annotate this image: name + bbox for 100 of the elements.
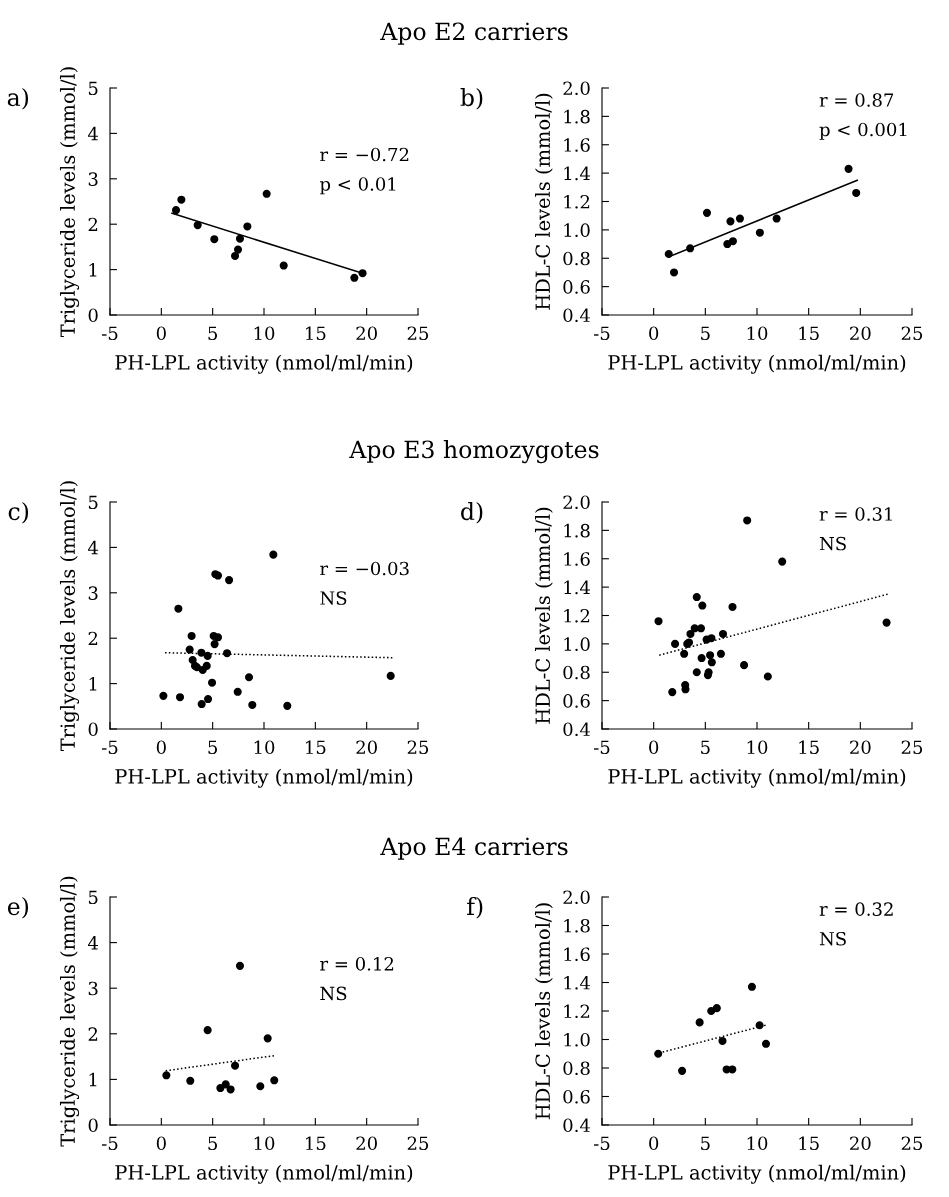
point bbox=[256, 1082, 265, 1091]
point bbox=[718, 1036, 727, 1045]
point bbox=[203, 1026, 212, 1035]
y-tick-label: 1.0 bbox=[564, 637, 590, 651]
point bbox=[350, 273, 359, 282]
x-tick-label: 10 bbox=[254, 326, 275, 341]
y-tick-label: 2.0 bbox=[563, 890, 590, 905]
point bbox=[778, 557, 787, 566]
y-tick-label: 1.6 bbox=[564, 947, 590, 962]
y-axis-title: HDL-C levels (mmol/l) bbox=[535, 903, 553, 1120]
annotation: p < 0.001 bbox=[819, 122, 907, 140]
x-axis-title: PH-LPL activity (nmol/ml/min) bbox=[115, 768, 413, 788]
y-tick-label: 0.6 bbox=[563, 280, 590, 294]
point bbox=[772, 214, 781, 223]
point bbox=[248, 700, 257, 709]
x-tick-label: 20 bbox=[356, 1136, 377, 1151]
point bbox=[202, 661, 211, 670]
point bbox=[213, 633, 223, 642]
point bbox=[668, 688, 677, 697]
x-tick-label: -5 bbox=[594, 326, 610, 341]
text: Apo E2 carriers bbox=[380, 22, 568, 45]
x-axis-title: PH-LPL activity (nmol/ml/min) bbox=[608, 768, 906, 788]
point bbox=[208, 678, 217, 687]
y-tick-label: 0 bbox=[88, 308, 98, 323]
point bbox=[698, 601, 707, 610]
point bbox=[735, 214, 744, 223]
x-tick-label: 20 bbox=[356, 740, 377, 755]
point bbox=[702, 208, 712, 217]
point bbox=[197, 699, 206, 709]
x-tick-label: 5 bbox=[701, 1136, 710, 1151]
x-tick-label: 10 bbox=[254, 1136, 275, 1151]
annotation: p < 0.01 bbox=[319, 177, 396, 195]
annotation: NS bbox=[320, 986, 347, 1001]
x-tick-label: 25 bbox=[901, 326, 923, 341]
x-tick-label: 20 bbox=[850, 740, 871, 755]
point bbox=[686, 629, 695, 638]
point bbox=[221, 1080, 230, 1089]
point bbox=[243, 222, 252, 231]
point bbox=[187, 631, 196, 640]
x-tick-label: 15 bbox=[306, 326, 326, 341]
y-tick-label: 1.6 bbox=[564, 552, 590, 566]
text: f) bbox=[467, 896, 483, 919]
y-tick-label: 1.8 bbox=[564, 109, 590, 124]
x-tick-label: 10 bbox=[747, 1136, 768, 1151]
point bbox=[678, 1066, 687, 1075]
y-tick-label: 1.2 bbox=[564, 1004, 590, 1019]
point bbox=[671, 639, 680, 648]
y-axis-title: Triglyceride levels (mmol/l) bbox=[59, 481, 80, 752]
x-tick-label: 0 bbox=[156, 740, 166, 755]
point bbox=[204, 694, 213, 704]
text: e) bbox=[7, 896, 29, 919]
point bbox=[171, 206, 181, 215]
point bbox=[669, 268, 679, 277]
y-axis-title: HDL-C levels (mmol/l) bbox=[535, 507, 553, 724]
x-tick-label: 5 bbox=[208, 326, 218, 341]
text: Apo E3 homozygotes bbox=[349, 440, 599, 464]
point bbox=[761, 1039, 771, 1048]
point bbox=[692, 668, 701, 677]
y-tick-label: 1.2 bbox=[564, 194, 590, 209]
point bbox=[231, 1061, 240, 1070]
y-tick-label: 4 bbox=[87, 540, 98, 555]
point bbox=[728, 237, 737, 246]
point bbox=[707, 658, 716, 667]
point bbox=[712, 1004, 721, 1013]
x-tick-label: -5 bbox=[102, 326, 118, 341]
point bbox=[755, 1021, 764, 1030]
point bbox=[707, 634, 716, 643]
y-tick-label: 0.6 bbox=[563, 694, 590, 708]
y-tick-label: 2.0 bbox=[563, 81, 590, 96]
text: b) bbox=[460, 87, 483, 110]
point bbox=[233, 687, 242, 696]
point bbox=[707, 1006, 716, 1016]
text: d) bbox=[461, 501, 483, 524]
x-tick-label: 5 bbox=[701, 326, 710, 341]
point bbox=[852, 188, 861, 198]
point bbox=[244, 673, 254, 682]
point bbox=[210, 640, 219, 649]
y-tick-label: 2 bbox=[88, 217, 98, 232]
point bbox=[680, 649, 689, 658]
y-axis-title: Triglyceride levels (mmol/l) bbox=[59, 876, 80, 1147]
x-tick-label: -5 bbox=[102, 1136, 118, 1151]
x-tick-label: 25 bbox=[407, 740, 429, 755]
y-tick-label: 1.4 bbox=[564, 975, 590, 990]
annotation: r = −0.72 bbox=[320, 147, 409, 162]
point bbox=[185, 645, 194, 654]
point bbox=[225, 576, 234, 585]
point bbox=[197, 648, 206, 657]
point bbox=[358, 269, 367, 278]
point bbox=[263, 1034, 272, 1043]
x-tick-label: 10 bbox=[747, 740, 768, 755]
y-tick-label: 0.8 bbox=[563, 665, 590, 680]
point bbox=[175, 693, 185, 702]
point bbox=[235, 961, 245, 970]
point bbox=[664, 249, 673, 259]
point bbox=[231, 251, 240, 261]
x-tick-label: 15 bbox=[306, 740, 326, 755]
point bbox=[706, 651, 715, 660]
point bbox=[681, 685, 690, 694]
point bbox=[692, 593, 701, 602]
y-tick-label: 1.0 bbox=[564, 223, 590, 237]
